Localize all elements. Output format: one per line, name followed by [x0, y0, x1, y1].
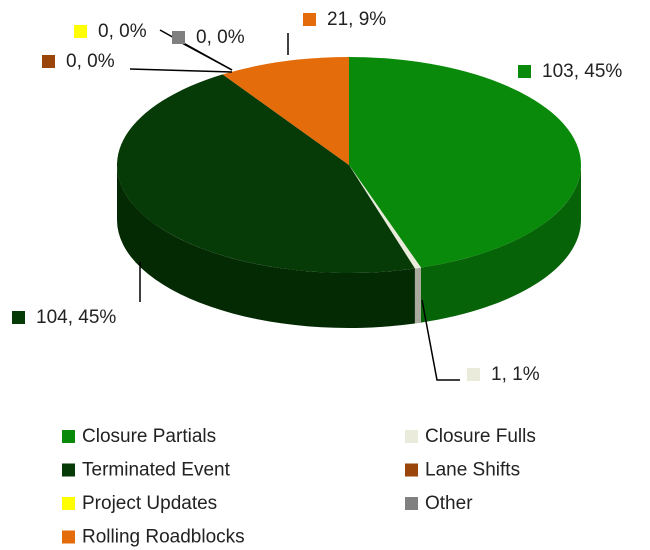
data-label: 103, 45%	[542, 61, 622, 82]
legend-swatch	[405, 497, 418, 510]
label-swatch	[42, 55, 55, 68]
pie-slice	[349, 165, 421, 269]
legend-label: Other	[425, 493, 473, 514]
data-label: 0, 0%	[196, 27, 245, 48]
label-swatch	[518, 65, 531, 78]
legend-label: Rolling Roadblocks	[82, 527, 245, 548]
legend-swatch	[62, 530, 75, 544]
pie-slice	[117, 74, 415, 273]
leader-line	[421, 299, 460, 381]
leader-line	[179, 41, 233, 71]
legend-swatch	[62, 463, 75, 477]
legend-swatch	[62, 497, 75, 510]
data-label: 1, 1%	[491, 364, 540, 385]
legend-label: Terminated Event	[82, 460, 231, 481]
data-label: 21, 9%	[327, 9, 386, 30]
leader-line	[129, 68, 233, 73]
pie-side	[116, 165, 415, 328]
legend-label: Closure Fulls	[425, 426, 536, 447]
label-swatch	[74, 25, 87, 38]
pie-slice	[349, 57, 581, 268]
label-swatch	[172, 31, 185, 44]
legend-label: Project Updates	[82, 493, 217, 514]
label-swatch	[303, 13, 316, 26]
label-swatch	[12, 311, 25, 324]
pie-side	[420, 165, 581, 323]
label-swatch	[467, 368, 480, 381]
legend-swatch	[62, 430, 75, 443]
data-label: 0, 0%	[98, 21, 147, 42]
pie-side	[414, 267, 421, 324]
legend-label: Closure Partials	[82, 426, 216, 447]
legend-label: Lane Shifts	[425, 460, 520, 481]
legend-swatch	[405, 430, 418, 443]
pie-slice	[222, 57, 349, 165]
data-label: 104, 45%	[36, 307, 116, 328]
data-label: 0, 0%	[66, 51, 115, 72]
legend-swatch	[405, 463, 418, 477]
